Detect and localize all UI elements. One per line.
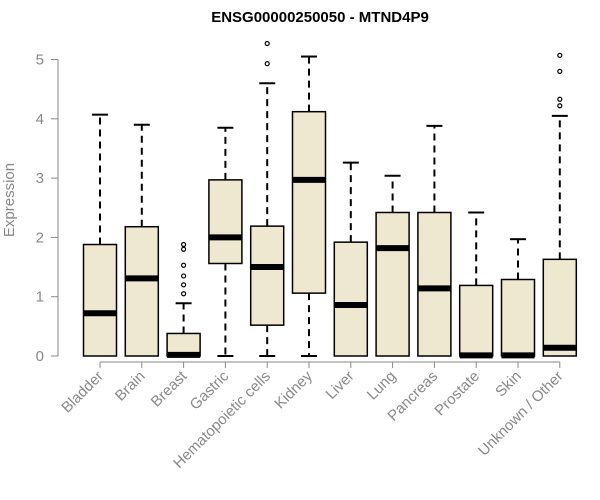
box-body <box>458 284 494 357</box>
box-body <box>375 211 410 357</box>
box-body <box>542 258 578 357</box>
outlier-point <box>181 246 187 252</box>
x-tick-label: Bladder <box>58 368 107 417</box>
box-bladder <box>82 113 118 357</box>
box-skin <box>500 238 536 359</box>
box-body <box>291 110 327 294</box>
box-body <box>208 179 243 265</box>
y-tick-label: 5 <box>36 52 44 69</box>
box-body <box>417 211 452 357</box>
outlier-point <box>557 52 563 58</box>
y-tick-label: 2 <box>36 229 44 246</box>
outlier-point <box>264 61 270 67</box>
x-tick-label: Brain <box>112 368 149 405</box>
box-unknown-other <box>542 52 578 357</box>
box-body <box>333 241 369 357</box>
outlier-point <box>181 273 187 279</box>
y-axis: 0 1 2 3 4 5 <box>36 52 59 365</box>
chart-title: ENSG00000250050 - MTND4P9 <box>211 9 429 26</box>
box-body <box>82 243 118 357</box>
x-tick-label: Breast <box>148 367 191 410</box>
y-tick-label: 1 <box>36 289 44 306</box>
outlier-point <box>181 291 187 297</box>
y-tick-label: 0 <box>36 348 44 365</box>
box-hematopoietic-cells <box>249 40 285 357</box>
box-body <box>500 278 536 357</box>
y-tick-label: 4 <box>36 111 44 128</box>
box-gastric <box>208 126 243 357</box>
x-tick-label: Lung <box>364 368 400 404</box>
box-kidney <box>291 55 327 357</box>
outlier-point <box>181 262 187 268</box>
box-body <box>124 225 160 357</box>
x-tick-label: Skin <box>492 368 525 401</box>
outlier-point <box>557 68 563 74</box>
box-pancreas <box>417 124 452 357</box>
box-breast <box>166 241 201 358</box>
x-tick-label: Kidney <box>271 367 316 412</box>
box-brain <box>124 123 160 357</box>
outlier-point <box>557 103 563 109</box>
y-axis-label: Expression <box>1 163 18 237</box>
x-tick-label: Prostate <box>431 368 483 420</box>
box-prostate <box>458 211 494 359</box>
outlier-point <box>181 241 187 248</box>
box-liver <box>333 161 369 357</box>
outlier-point <box>557 96 563 102</box>
outlier-point <box>181 282 187 288</box>
x-tick-label: Liver <box>323 368 358 403</box>
outlier-point <box>264 40 270 47</box>
box-body <box>249 225 285 326</box>
box-lung <box>375 174 410 357</box>
boxes-group <box>82 40 578 359</box>
y-tick-label: 3 <box>36 170 44 187</box>
